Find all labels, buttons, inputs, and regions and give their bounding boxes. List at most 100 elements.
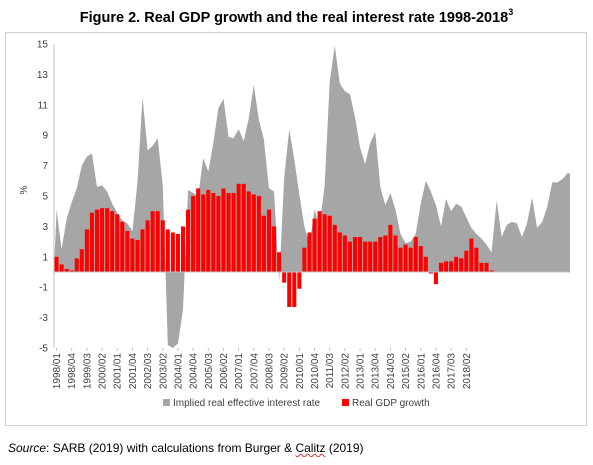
footnote-marker: 3 <box>508 7 514 17</box>
bar-real-gdp-growth <box>155 211 160 272</box>
bar-real-gdp-growth <box>180 226 186 272</box>
y-tick-label: -1 <box>39 283 48 294</box>
bar-real-gdp-growth <box>231 192 236 272</box>
bar-real-gdp-growth <box>297 272 302 289</box>
bar-real-gdp-growth <box>100 208 105 272</box>
x-tick-label: 2018/02 <box>462 353 473 390</box>
bar-real-gdp-growth <box>403 244 408 272</box>
y-tick-label: 5 <box>42 192 48 203</box>
x-tick-label: 2001/01 <box>113 353 124 390</box>
bar-real-gdp-growth <box>327 215 332 272</box>
bar-real-gdp-growth <box>282 272 287 283</box>
bar-real-gdp-growth <box>342 235 347 272</box>
bar-real-gdp-growth <box>201 194 206 272</box>
y-tick-label: -5 <box>39 344 48 355</box>
bar-real-gdp-growth <box>175 234 180 272</box>
bar-real-gdp-growth <box>413 237 418 272</box>
bar-real-gdp-growth <box>74 258 79 272</box>
x-tick-label: 1999/03 <box>82 353 93 390</box>
bar-real-gdp-growth <box>79 249 84 272</box>
bar-real-gdp-growth <box>236 183 241 272</box>
x-tick-label: 2007/04 <box>249 353 260 390</box>
bar-real-gdp-growth <box>216 196 221 272</box>
series-area-implied-real-interest-rate <box>54 45 570 349</box>
bar-real-gdp-growth <box>393 235 398 272</box>
x-tick-label: 1998/01 <box>52 353 63 390</box>
bar-real-gdp-growth <box>469 238 474 272</box>
bar-real-gdp-growth <box>246 191 251 272</box>
bar-real-gdp-growth <box>140 229 145 272</box>
x-tick-label: 2016/04 <box>431 353 442 390</box>
x-tick-label: 2008/03 <box>265 353 276 390</box>
y-tick-label: 13 <box>37 70 49 81</box>
bar-real-gdp-growth <box>206 189 211 272</box>
bar-real-gdp-growth <box>307 232 312 272</box>
bar-real-gdp-growth <box>150 211 155 272</box>
bar-real-gdp-growth <box>54 256 59 272</box>
bar-real-gdp-growth <box>120 221 125 272</box>
bar-real-gdp-growth <box>474 247 479 272</box>
bar-real-gdp-growth <box>317 211 322 272</box>
bar-real-gdp-growth <box>277 252 282 272</box>
x-tick-label: 2010/04 <box>310 353 321 390</box>
bar-real-gdp-growth <box>433 272 438 285</box>
x-tick-label: 2014/03 <box>386 353 397 390</box>
bar-real-gdp-growth <box>418 246 423 272</box>
bar-real-gdp-growth <box>302 247 307 272</box>
source-text-suffix: (2019) <box>325 441 364 455</box>
x-tick-label: 2003/02 <box>158 353 169 390</box>
bar-real-gdp-growth <box>221 188 226 272</box>
bar-real-gdp-growth <box>64 268 69 272</box>
x-tick-label: 2009/02 <box>280 353 291 390</box>
y-tick-label: 9 <box>42 131 48 142</box>
y-tick-label: 1 <box>42 252 48 263</box>
legend-swatch-implied-real-interest-rate <box>163 399 170 406</box>
chart-title: Figure 2. Real GDP growth and the real i… <box>79 7 514 26</box>
bar-real-gdp-growth <box>191 196 196 272</box>
bar-real-gdp-growth <box>105 208 110 272</box>
source-text-prefix: : SARB (2019) with calculations from Bur… <box>46 441 296 455</box>
x-tick-label: 2012/02 <box>340 353 351 390</box>
bar-real-gdp-growth <box>226 192 231 272</box>
legend-swatch-real-gdp-growth <box>342 399 349 406</box>
bar-real-gdp-growth <box>373 241 378 272</box>
bar-real-gdp-growth <box>368 241 373 272</box>
bar-real-gdp-growth <box>352 237 358 272</box>
bar-real-gdp-growth <box>464 250 469 272</box>
bar-real-gdp-growth <box>251 194 256 272</box>
bar-real-gdp-growth <box>256 196 261 272</box>
x-tick-label: 2017/03 <box>447 353 458 390</box>
bar-real-gdp-growth <box>363 241 368 272</box>
bar-real-gdp-growth <box>94 209 100 272</box>
legend-label-implied-real-interest-rate: Implied real effective interest rate <box>173 398 321 409</box>
chart-frame <box>5 32 587 426</box>
bar-real-gdp-growth <box>423 256 428 272</box>
y-tick-label: 11 <box>38 100 49 111</box>
bar-real-gdp-growth <box>444 261 449 272</box>
legend: Implied real effective interest rate Rea… <box>163 398 430 409</box>
bar-real-gdp-growth <box>484 262 489 272</box>
legend-label-real-gdp-growth: Real GDP growth <box>352 398 430 409</box>
bar-real-gdp-growth <box>398 247 403 272</box>
bar-real-gdp-growth <box>110 211 115 272</box>
bar-real-gdp-growth <box>287 272 292 307</box>
y-tick-label: 7 <box>42 161 48 172</box>
series-bars-real-gdp-growth <box>54 183 494 307</box>
bar-real-gdp-growth <box>196 188 201 272</box>
bar-real-gdp-growth <box>292 272 297 307</box>
bar-real-gdp-growth <box>408 247 413 272</box>
x-tick-label: 2013/04 <box>371 353 382 390</box>
bar-real-gdp-growth <box>428 272 433 274</box>
bar-real-gdp-growth <box>261 215 266 272</box>
x-tick-label: 2004/04 <box>189 353 200 390</box>
x-tick-label: 2007/01 <box>234 353 245 390</box>
x-tick-label: 2006/02 <box>219 353 230 390</box>
bar-real-gdp-growth <box>125 230 130 272</box>
bar-real-gdp-growth <box>438 262 444 272</box>
x-tick-label: 2002/03 <box>143 353 154 390</box>
bar-real-gdp-growth <box>211 192 216 272</box>
bar-real-gdp-growth <box>312 218 317 272</box>
x-tick-label: 2010/01 <box>295 353 306 390</box>
bar-real-gdp-growth <box>459 258 464 272</box>
